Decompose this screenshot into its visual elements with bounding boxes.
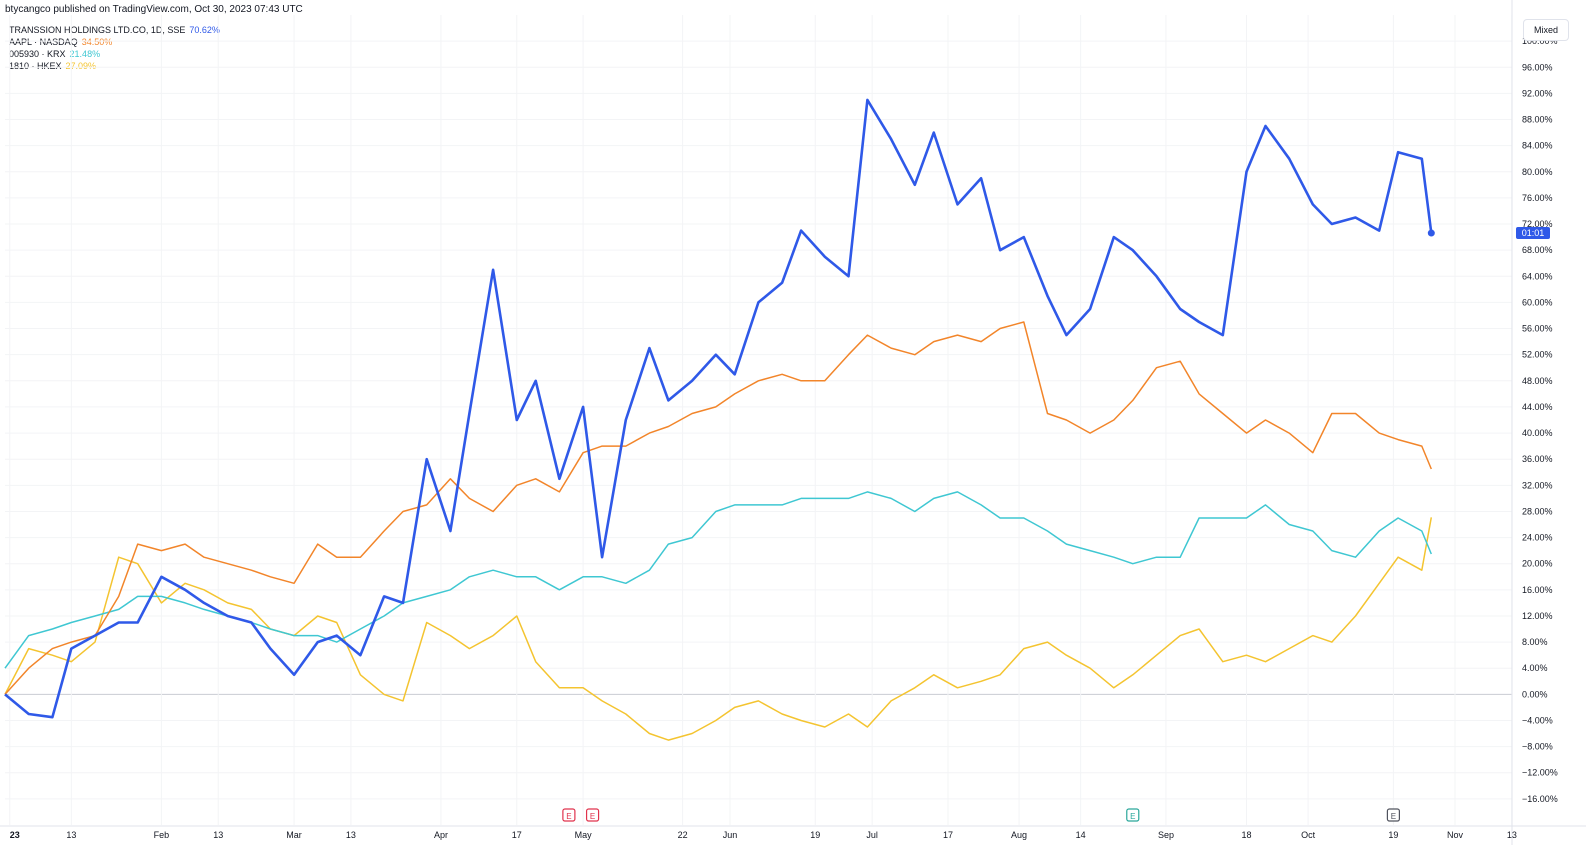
earnings-marker-label: E	[590, 812, 595, 821]
x-tick-label: 23	[10, 830, 20, 840]
x-tick-label: Feb	[154, 830, 170, 840]
x-tick-label: Jun	[723, 830, 738, 840]
x-tick-label: 13	[213, 830, 223, 840]
y-tick-label: 28.00%	[1522, 506, 1553, 516]
y-tick-label: 72.00%	[1522, 219, 1553, 229]
x-tick-label: 18	[1241, 830, 1251, 840]
legend-value: 27.09%	[65, 61, 97, 71]
y-tick-label: 16.00%	[1522, 585, 1553, 595]
x-tick-label: 14	[1076, 830, 1086, 840]
y-tick-label: 60.00%	[1522, 297, 1553, 307]
y-tick-label: 12.00%	[1522, 611, 1553, 621]
x-tick-label: Jul	[866, 830, 878, 840]
y-tick-label: 84.00%	[1522, 141, 1553, 151]
legend-item-samsung[interactable]: 005930 · KRX 21.48%	[9, 48, 220, 60]
y-tick-label: 80.00%	[1522, 167, 1553, 177]
last-point-dot	[1427, 229, 1435, 237]
x-axis: 23 13 Feb 13 Mar 13 Apr 17 May 22 Jun 19 Jul 17 Aug 14 S…	[10, 830, 1517, 840]
y-tick-label: 64.00%	[1522, 271, 1553, 281]
y-tick-label: 44.00%	[1522, 402, 1553, 412]
series-line-3	[4, 517, 1433, 741]
y-tick-label: −16.00%	[1522, 794, 1558, 804]
y-tick-label: 8.00%	[1522, 637, 1548, 647]
x-tick-label: Mar	[286, 830, 302, 840]
series-lines	[4, 98, 1433, 741]
earnings-marker-label: E	[1130, 812, 1135, 821]
x-tick-label: Sep	[1158, 830, 1174, 840]
legend-label: TRANSSION HOLDINGS LTD.CO, 1D, SSE	[9, 25, 186, 35]
x-tick-label: Nov	[1447, 830, 1464, 840]
y-tick-label: 100.00%	[1522, 36, 1558, 46]
y-tick-label: 20.00%	[1522, 559, 1553, 569]
x-tick-label: 13	[1507, 830, 1517, 840]
y-tick-label: −12.00%	[1522, 768, 1558, 778]
y-tick-label: 92.00%	[1522, 88, 1553, 98]
legend-item-transsion[interactable]: TRANSSION HOLDINGS LTD.CO, 1D, SSE 70.62%	[9, 24, 220, 36]
x-tick-label: 13	[66, 830, 76, 840]
y-tick-label: 48.00%	[1522, 376, 1553, 386]
y-tick-label: 40.00%	[1522, 428, 1553, 438]
last-price-badge	[1516, 227, 1550, 240]
x-tick-label: 17	[943, 830, 953, 840]
y-tick-label: 68.00%	[1522, 245, 1553, 255]
y-tick-label: −4.00%	[1522, 715, 1553, 725]
earnings-marker	[585, 808, 600, 822]
earnings-marker-label: E	[1391, 812, 1396, 821]
published-note: btycangco published on TradingView.com, …	[5, 4, 303, 15]
last-price-marker: 01:01	[1427, 227, 1550, 240]
legend-label: AAPL · NASDAQ	[9, 37, 78, 47]
x-tick-label: 19	[1388, 830, 1398, 840]
y-tick-label: 76.00%	[1522, 193, 1553, 203]
x-tick-label: 17	[512, 830, 522, 840]
y-tick-label: 52.00%	[1522, 350, 1553, 360]
series-line-1	[4, 321, 1432, 695]
y-tick-label: 36.00%	[1522, 454, 1553, 464]
last-price-label: 01:01	[1522, 228, 1545, 238]
legend-label: 005930 · KRX	[9, 49, 66, 59]
y-tick-label: 0.00%	[1522, 689, 1548, 699]
y-tick-label: 88.00%	[1522, 115, 1553, 125]
x-tick-label: 22	[678, 830, 688, 840]
earnings-marker	[1386, 808, 1400, 822]
legend-value: 70.62%	[189, 25, 220, 35]
y-tick-label: 56.00%	[1522, 324, 1553, 334]
legend-label: 1810 · HKEX	[9, 61, 62, 71]
series-line-0	[4, 98, 1433, 719]
legend-item-xiaomi[interactable]: 1810 · HKEX 27.09%	[9, 60, 220, 72]
y-axis: 100.00% 96.00% 92.00% 88.00% 84.00% 80.00% 76.…	[1522, 36, 1558, 804]
y-tick-label: −8.00%	[1522, 742, 1553, 752]
scale-mode-button[interactable]: Mixed	[1524, 20, 1568, 40]
series-legend: TRANSSION HOLDINGS LTD.CO, 1D, SSE 70.62%…	[9, 24, 220, 72]
x-tick-label: May	[575, 830, 593, 840]
legend-value: 34.50%	[81, 37, 113, 47]
y-tick-label: 24.00%	[1522, 533, 1553, 543]
x-tick-label: Oct	[1301, 830, 1316, 840]
y-tick-label: 4.00%	[1522, 663, 1548, 673]
x-tick-label: Aug	[1011, 830, 1027, 840]
earnings-marker	[1126, 808, 1140, 822]
legend-value: 21.48%	[69, 49, 101, 59]
legend-item-aapl[interactable]: AAPL · NASDAQ 34.50%	[9, 36, 220, 48]
x-tick-label: 13	[346, 830, 356, 840]
earnings-marker-label: E	[566, 812, 571, 821]
y-tick-label: 32.00%	[1522, 480, 1553, 490]
x-tick-label: Apr	[434, 830, 448, 840]
y-tick-label: 96.00%	[1522, 62, 1553, 72]
earnings-marker	[562, 808, 576, 822]
x-tick-label: 19	[810, 830, 820, 840]
